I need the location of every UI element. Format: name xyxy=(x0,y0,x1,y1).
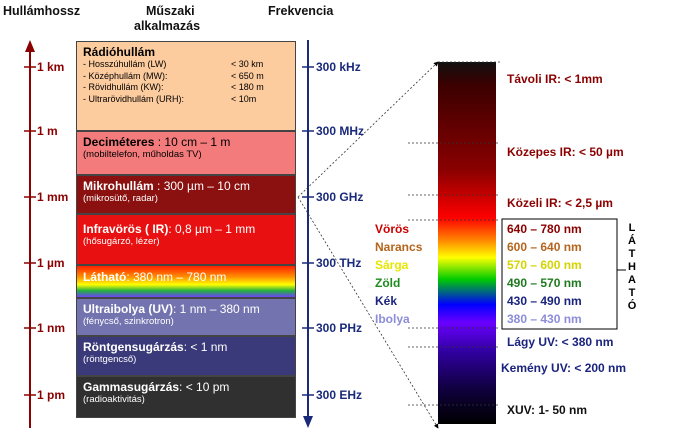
wavelength-tick-1m: 1 m xyxy=(37,124,58,138)
technical-header-line2: alkalmazás xyxy=(134,19,201,33)
radio-line-mw: - Középhullám (MW): < 650 m xyxy=(83,71,289,83)
lathato-letter: T xyxy=(628,248,636,260)
label-mid-ir: Közepes IR: < 50 µm xyxy=(507,145,624,159)
band-xray-name: Röntgensugárzás xyxy=(83,340,184,354)
band-radio-name: Rádióhullám xyxy=(83,45,156,59)
band-xray-range: : < 1 nm xyxy=(183,340,228,354)
band-uv-range: : 1 nm – 380 nm xyxy=(173,302,260,316)
radio-mw-value: < 650 m xyxy=(231,70,264,81)
visible-nm-orange: 600 – 640 nm xyxy=(507,240,582,254)
band-microwave-name: Mikrohullám xyxy=(83,179,154,193)
radio-kw-label: - Rövidhullám (KW): xyxy=(83,82,164,92)
band-infrared-name: Infravörös ( IR) xyxy=(83,222,169,236)
visible-nm-violet: 380 – 430 nm xyxy=(507,312,582,326)
visible-name-green: Zöld xyxy=(375,276,401,290)
lathato-letter: Ó xyxy=(627,300,637,312)
band-gamma: Gammasugárzás: < 10 pm (radioaktivitás) xyxy=(76,376,296,418)
band-infrared: Infravörös ( IR): 0,8 µm – 1 mm (hősugár… xyxy=(76,214,296,265)
wavelength-tick-1nm: 1 nm xyxy=(37,321,66,335)
visible-name-violet: Ibolya xyxy=(375,312,410,326)
frequency-tick-300thz: 300 THz xyxy=(316,256,362,270)
visible-name-yellow: Sárga xyxy=(375,258,409,272)
band-decimeter-name: Deciméteres xyxy=(83,135,155,149)
lathato-letter: A xyxy=(628,274,636,286)
band-microwave-sub: (mikrosütő, radar) xyxy=(83,193,158,204)
label-soft-uv: Lágy UV: < 380 nm xyxy=(507,335,614,349)
radio-lw-value: < 30 km xyxy=(231,59,264,69)
band-gamma-sub: (radioaktivitás) xyxy=(83,394,145,405)
visible-name-red: Vörös xyxy=(375,222,410,236)
visible-nm-red: 640 – 780 nm xyxy=(507,222,582,236)
frequency-tick-300ghz: 300 GHz xyxy=(316,190,364,204)
label-far-ir: Távoli IR: < 1mm xyxy=(507,72,603,86)
wavelength-tick-1um: 1 µm xyxy=(37,256,65,270)
visible-name-blue: Kék xyxy=(375,294,398,308)
band-microwave: Mikrohullám : 300 µm – 10 cm (mikrosütő,… xyxy=(76,175,296,214)
radio-line-kw: - Rövidhullám (KW): < 180 m xyxy=(83,82,289,94)
band-visible-range: : 380 nm – 780 nm xyxy=(126,270,227,284)
wavelength-tick-1km: 1 km xyxy=(37,60,65,74)
band-uv-name: Ultraibolya (UV) xyxy=(83,302,174,316)
lathato-letter: H xyxy=(628,261,636,273)
band-gamma-name: Gammasugárzás xyxy=(83,380,180,394)
band-gamma-range: : < 10 pm xyxy=(179,380,230,394)
wavelength-header: Hullámhossz xyxy=(3,4,81,18)
visible-name-orange: Narancs xyxy=(375,240,423,254)
radio-urh-value: < 10m xyxy=(231,93,257,104)
lathato-letter: L xyxy=(628,222,636,234)
radio-line-lw: - Hosszúhullám (LW) < 30 km xyxy=(83,59,289,71)
frequency-tick-300ehz: 300 EHz xyxy=(316,388,363,402)
label-xuv: XUV: 1- 50 nm xyxy=(507,403,588,417)
frequency-tick-300khz: 300 kHz xyxy=(316,60,361,74)
band-infrared-sub: (hősugárzó, lézer) xyxy=(83,236,160,247)
band-visible-name: Látható xyxy=(83,270,127,284)
band-xray-sub: (röntgencső) xyxy=(83,354,137,365)
radio-kw-value: < 180 m xyxy=(231,82,264,92)
visible-nm-yellow: 570 – 600 nm xyxy=(507,258,582,272)
frequency-tick-300phz: 300 PHz xyxy=(316,321,363,335)
wavelength-tick-1mm: 1 mm xyxy=(37,190,69,204)
lathato-label: L Á T H A T Ó xyxy=(625,222,639,313)
band-decimeter-sub: (mobiltelefon, műholdas TV) xyxy=(83,149,202,160)
spectrum-bar xyxy=(438,62,496,424)
frequency-tick-300mhz: 300 MHz xyxy=(316,124,365,138)
radio-urh-label: - Ultrarövidhullám (URH): xyxy=(83,93,185,104)
technical-header-line1: Műszaki xyxy=(146,4,195,18)
lathato-letter: Á xyxy=(628,235,636,247)
visible-nm-blue: 430 – 490 nm xyxy=(507,294,582,308)
lathato-letter: T xyxy=(628,287,636,299)
label-near-ir: Közeli IR: < 2,5 µm xyxy=(507,196,613,210)
visible-nm-green: 490 – 570 nm xyxy=(507,276,582,290)
band-decimeter: Deciméteres : 10 cm – 1 m (mobiltelefon,… xyxy=(76,131,296,175)
frequency-header: Frekvencia xyxy=(268,4,334,18)
radio-lw-label: - Hosszúhullám (LW) xyxy=(83,59,167,69)
wavelength-tick-1pm: 1 pm xyxy=(37,388,66,402)
band-xray: Röntgensugárzás: < 1 nm (röntgencső) xyxy=(76,336,296,376)
band-infrared-range: : 0,8 µm – 1 mm xyxy=(168,222,256,236)
band-decimeter-range: : 10 cm – 1 m xyxy=(154,135,231,149)
band-visible: Látható: 380 nm – 780 nm xyxy=(76,265,296,298)
label-hard-uv: Kemény UV: < 200 nm xyxy=(501,361,627,375)
band-radio: Rádióhullám - Hosszúhullám (LW) < 30 km … xyxy=(76,41,296,131)
band-uv: Ultraibolya (UV): 1 nm – 380 nm (fénycső… xyxy=(76,298,296,336)
radio-mw-label: - Középhullám (MW): xyxy=(83,70,168,81)
radio-line-urh: - Ultrarövidhullám (URH): < 10m xyxy=(83,94,289,106)
band-microwave-range: : 300 µm – 10 cm xyxy=(153,179,250,193)
band-uv-sub: (fénycső, szinkrotron) xyxy=(83,316,174,327)
